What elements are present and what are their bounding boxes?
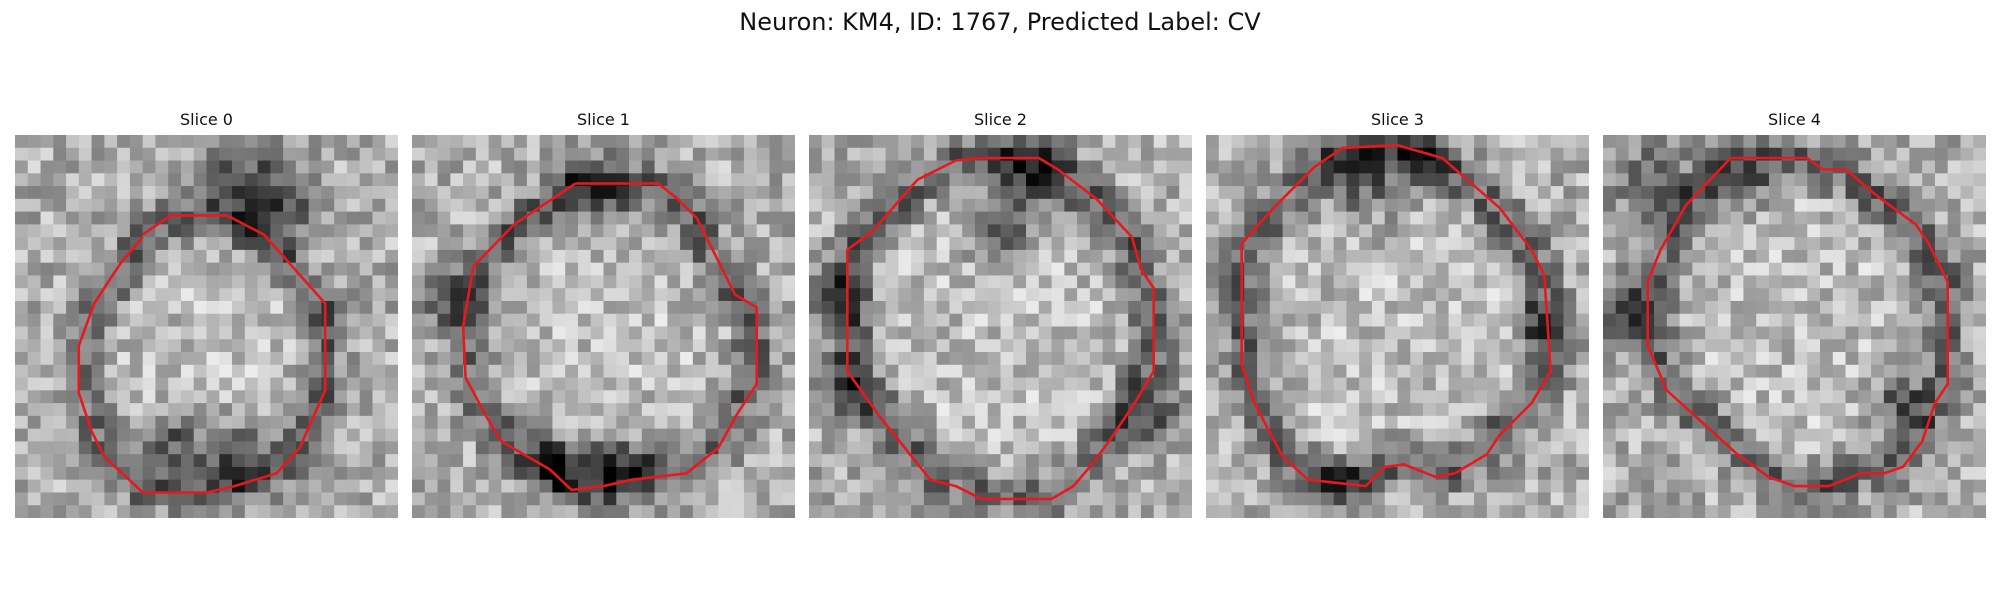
segmentation-contour-2 xyxy=(845,156,1156,501)
slice-title-1: Slice 1 xyxy=(577,110,630,129)
slice-panel-3: Slice 3 xyxy=(1206,110,1589,520)
slice-image-1 xyxy=(412,135,795,518)
slice-image-0 xyxy=(15,135,398,518)
slice-image-2 xyxy=(809,135,1192,518)
slice-image-3 xyxy=(1206,135,1589,518)
slice-panel-1: Slice 1 xyxy=(412,110,795,520)
slice-title-0: Slice 0 xyxy=(180,110,233,129)
slice-panel-4: Slice 4 xyxy=(1603,110,1986,520)
figure-title: Neuron: KM4, ID: 1767, Predicted Label: … xyxy=(739,8,1261,36)
slice-title-2: Slice 2 xyxy=(974,110,1027,129)
slice-image-4 xyxy=(1603,135,1986,518)
segmentation-contour-0 xyxy=(77,214,327,494)
slice-panel-2: Slice 2 xyxy=(809,110,1192,520)
slice-title-3: Slice 3 xyxy=(1371,110,1424,129)
segmentation-contour-1 xyxy=(461,182,759,492)
slice-title-4: Slice 4 xyxy=(1768,110,1821,129)
segmentation-contour-4 xyxy=(1646,156,1950,488)
segmentation-contour-3 xyxy=(1240,143,1553,488)
slice-panel-0: Slice 0 xyxy=(15,110,398,520)
